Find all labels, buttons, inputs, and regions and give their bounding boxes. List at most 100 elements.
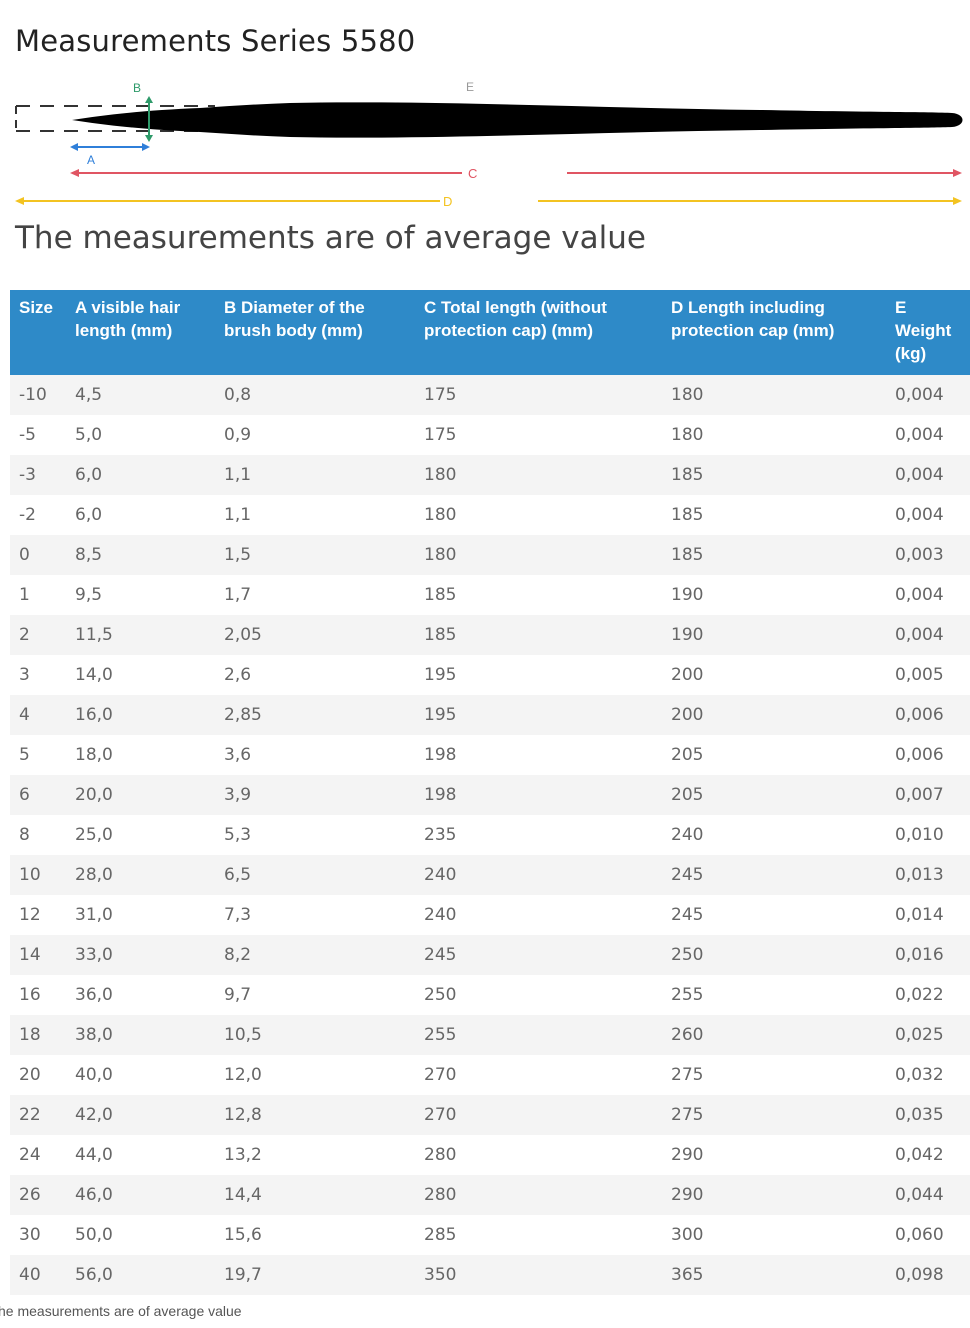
table-row: 4 16,0 2,85 195 200 0,006 bbox=[10, 695, 970, 735]
cell-weight: 0,006 bbox=[895, 745, 944, 765]
cell-hair-length: 18,0 bbox=[75, 745, 113, 765]
cell-total-length: 235 bbox=[424, 825, 457, 845]
table-row: -10 4,5 0,8 175 180 0,004 bbox=[10, 375, 970, 415]
cell-size: 14 bbox=[19, 945, 41, 965]
label-c: C bbox=[468, 166, 477, 181]
table-row: 5 18,0 3,6 198 205 0,006 bbox=[10, 735, 970, 775]
cell-diameter: 13,2 bbox=[224, 1145, 262, 1165]
dimension-d: D bbox=[15, 194, 962, 209]
cell-diameter: 5,3 bbox=[224, 825, 252, 845]
table-row: -2 6,0 1,1 180 185 0,004 bbox=[10, 495, 970, 535]
cell-weight: 0,005 bbox=[895, 665, 944, 685]
cell-diameter: 0,9 bbox=[224, 425, 252, 445]
brush-shape bbox=[72, 102, 963, 138]
cell-length-with-cap: 240 bbox=[671, 825, 704, 845]
cell-size: 3 bbox=[19, 665, 30, 685]
table-row: 18 38,0 10,5 255 260 0,025 bbox=[10, 1015, 970, 1055]
cell-total-length: 180 bbox=[424, 465, 457, 485]
cell-total-length: 175 bbox=[424, 385, 457, 405]
cell-weight: 0,098 bbox=[895, 1265, 944, 1285]
cell-weight: 0,003 bbox=[895, 545, 944, 565]
cell-weight: 0,004 bbox=[895, 625, 944, 645]
cell-length-with-cap: 290 bbox=[671, 1185, 704, 1205]
table-row: 2 11,5 2,05 185 190 0,004 bbox=[10, 615, 970, 655]
cell-diameter: 1,1 bbox=[224, 505, 252, 525]
cell-size: 10 bbox=[19, 865, 41, 885]
cell-size: 20 bbox=[19, 1065, 41, 1085]
cell-diameter: 9,7 bbox=[224, 985, 252, 1005]
cell-diameter: 12,8 bbox=[224, 1105, 262, 1125]
measurements-table: Size A visible hair length (mm) B Diamet… bbox=[10, 290, 970, 1295]
cell-diameter: 2,05 bbox=[224, 625, 262, 645]
cell-hair-length: 16,0 bbox=[75, 705, 113, 725]
cell-length-with-cap: 365 bbox=[671, 1265, 704, 1285]
cell-hair-length: 20,0 bbox=[75, 785, 113, 805]
cell-weight: 0,044 bbox=[895, 1185, 944, 1205]
cell-diameter: 0,8 bbox=[224, 385, 252, 405]
cell-size: -2 bbox=[19, 505, 36, 525]
cell-length-with-cap: 205 bbox=[671, 785, 704, 805]
table-row: 14 33,0 8,2 245 250 0,016 bbox=[10, 935, 970, 975]
cell-hair-length: 5,0 bbox=[75, 425, 103, 445]
cell-length-with-cap: 200 bbox=[671, 705, 704, 725]
cell-diameter: 2,6 bbox=[224, 665, 252, 685]
cell-length-with-cap: 185 bbox=[671, 505, 704, 525]
cell-hair-length: 38,0 bbox=[75, 1025, 113, 1045]
table-row: 24 44,0 13,2 280 290 0,042 bbox=[10, 1135, 970, 1175]
table-row: 12 31,0 7,3 240 245 0,014 bbox=[10, 895, 970, 935]
table-row: -5 5,0 0,9 175 180 0,004 bbox=[10, 415, 970, 455]
cell-size: 24 bbox=[19, 1145, 41, 1165]
cell-hair-length: 6,0 bbox=[75, 505, 103, 525]
cell-length-with-cap: 245 bbox=[671, 865, 704, 885]
cell-size: 5 bbox=[19, 745, 30, 765]
cell-total-length: 180 bbox=[424, 505, 457, 525]
cell-total-length: 270 bbox=[424, 1065, 457, 1085]
cell-length-with-cap: 205 bbox=[671, 745, 704, 765]
cell-weight: 0,042 bbox=[895, 1145, 944, 1165]
cell-size: 12 bbox=[19, 905, 41, 925]
cell-weight: 0,013 bbox=[895, 865, 944, 885]
table-row: 6 20,0 3,9 198 205 0,007 bbox=[10, 775, 970, 815]
cell-total-length: 245 bbox=[424, 945, 457, 965]
cell-length-with-cap: 255 bbox=[671, 985, 704, 1005]
cell-hair-length: 50,0 bbox=[75, 1225, 113, 1245]
table-row: 8 25,0 5,3 235 240 0,010 bbox=[10, 815, 970, 855]
cell-diameter: 3,6 bbox=[224, 745, 252, 765]
cell-size: -10 bbox=[19, 385, 47, 405]
header-diameter: B Diameter of the brush body (mm) bbox=[224, 298, 365, 340]
cell-total-length: 255 bbox=[424, 1025, 457, 1045]
cell-weight: 0,025 bbox=[895, 1025, 944, 1045]
cell-length-with-cap: 200 bbox=[671, 665, 704, 685]
cell-size: 22 bbox=[19, 1105, 41, 1125]
cell-total-length: 250 bbox=[424, 985, 457, 1005]
table-body: -10 4,5 0,8 175 180 0,004 -5 5,0 0,9 175 180 0,004-… bbox=[10, 375, 970, 1295]
cell-diameter: 8,2 bbox=[224, 945, 252, 965]
cell-hair-length: 8,5 bbox=[75, 545, 103, 565]
table-row: 0 8,5 1,5 180 185 0,003 bbox=[10, 535, 970, 575]
cell-diameter: 10,5 bbox=[224, 1025, 262, 1045]
cell-size: 18 bbox=[19, 1025, 41, 1045]
label-e: E bbox=[466, 80, 474, 94]
table-row: 22 42,0 12,8 270 275 0,035 bbox=[10, 1095, 970, 1135]
cell-size: 26 bbox=[19, 1185, 41, 1205]
cell-hair-length: 4,5 bbox=[75, 385, 103, 405]
average-value-note: The measurements are of average value bbox=[15, 220, 646, 256]
cell-length-with-cap: 250 bbox=[671, 945, 704, 965]
header-size: Size bbox=[19, 298, 54, 317]
cell-length-with-cap: 300 bbox=[671, 1225, 704, 1245]
table-row: 3 14,0 2,6 195 200 0,005 bbox=[10, 655, 970, 695]
cell-weight: 0,004 bbox=[895, 465, 944, 485]
cell-length-with-cap: 180 bbox=[671, 385, 704, 405]
cell-total-length: 195 bbox=[424, 705, 457, 725]
cell-size: -3 bbox=[19, 465, 36, 485]
cell-size: 0 bbox=[19, 545, 30, 565]
cell-hair-length: 36,0 bbox=[75, 985, 113, 1005]
cell-size: 2 bbox=[19, 625, 30, 645]
cell-hair-length: 46,0 bbox=[75, 1185, 113, 1205]
cell-weight: 0,004 bbox=[895, 385, 944, 405]
cell-weight: 0,016 bbox=[895, 945, 944, 965]
table-row: 10 28,0 6,5 240 245 0,013 bbox=[10, 855, 970, 895]
cell-hair-length: 6,0 bbox=[75, 465, 103, 485]
cell-size: 40 bbox=[19, 1265, 41, 1285]
cell-hair-length: 40,0 bbox=[75, 1065, 113, 1085]
